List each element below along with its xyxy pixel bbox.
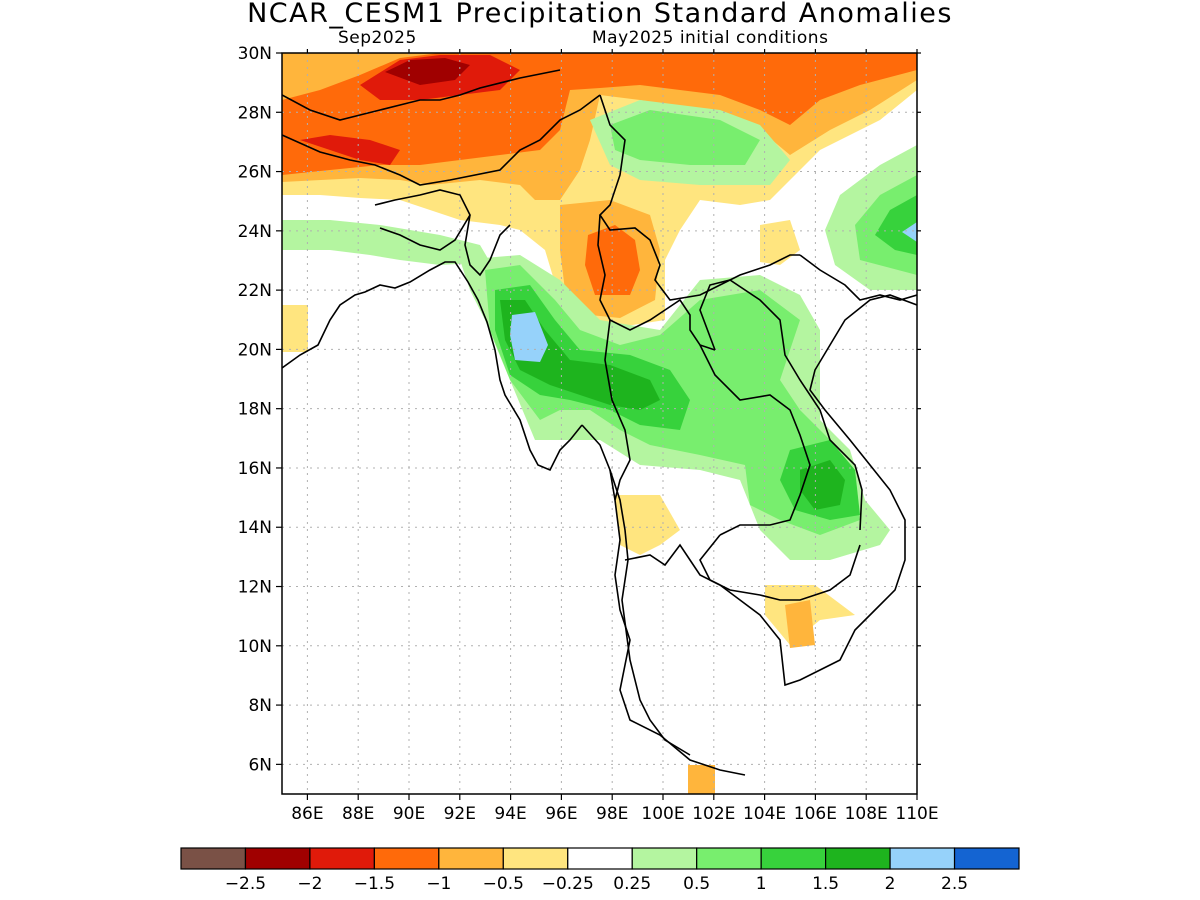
wet-field-far-east-core <box>875 195 917 255</box>
colorbar-label: −1 <box>426 874 451 894</box>
colorbar-swatch <box>373 847 440 870</box>
lat-tick-label: 30N <box>238 44 272 64</box>
colorbar-swatch <box>953 847 1020 870</box>
lon-tick-label: 104E <box>743 804 786 824</box>
border-laos-vietnam <box>699 279 863 531</box>
lon-tick-label: 94E <box>494 804 526 824</box>
wet-field-peak <box>510 312 548 362</box>
forecast-month: Sep2025 <box>338 28 417 48</box>
border-cambodia <box>699 534 861 601</box>
colorbar-label: 2.5 <box>941 874 968 894</box>
lon-tick-label: 98E <box>596 804 628 824</box>
dry-field-severe <box>300 135 400 165</box>
colorbar-swatch <box>631 847 698 870</box>
lat-tick-label: 14N <box>238 518 272 538</box>
colorbar-swatch <box>309 847 375 870</box>
lat-tick-label: 28N <box>238 103 272 123</box>
wet-field-far-east-peak <box>902 222 917 242</box>
dry-patch-west <box>282 305 308 352</box>
colorbar-label: 1 <box>756 874 767 894</box>
lat-axis: 30N 28N 26N 24N 22N 20N 18N 16N 14N 12N 10N 8N 6N <box>238 44 921 775</box>
border-myanmar-thailand <box>597 214 716 351</box>
lon-tick-label: 106E <box>794 804 837 824</box>
colorbar-swatch <box>567 847 633 870</box>
lat-tick-label: 6N <box>248 755 272 775</box>
border-laos-thailand <box>699 344 811 536</box>
lat-tick-label: 18N <box>238 400 272 420</box>
colorbar-swatch <box>889 847 956 870</box>
colorbar-swatch <box>502 847 569 870</box>
colorbar-swatch <box>180 847 247 870</box>
border-thailand-west <box>604 319 631 501</box>
dry-patch-south-b-core <box>785 600 815 648</box>
colorbar: −2.5 −2 −1.5 −1 −0.5 −0.25 0.25 0.5 1 1.5 2 2.5 <box>180 847 1020 894</box>
colorbar-label: −1.5 <box>354 874 395 894</box>
lat-tick-label: 10N <box>238 637 272 657</box>
colorbar-swatch <box>696 847 762 870</box>
colorbar-label: 0.5 <box>683 874 710 894</box>
coastline-thailand-inner <box>624 294 917 687</box>
lon-tick-label: 108E <box>845 804 888 824</box>
colorbar-swatch <box>760 847 827 870</box>
lat-tick-label: 26N <box>238 163 272 183</box>
coastline-china-south <box>799 254 917 301</box>
wet-field-west <box>282 220 490 265</box>
dry-patch-south-a <box>615 495 680 555</box>
coastline-peninsula <box>609 469 691 756</box>
colorbar-label: −0.25 <box>542 874 594 894</box>
lon-tick-label: 88E <box>342 804 374 824</box>
wet-field-northeast-inner <box>610 110 760 165</box>
colorbar-label: 1.5 <box>812 874 839 894</box>
map-title: NCAR_CESM1 Precipitation Standard Anomal… <box>247 0 953 29</box>
lat-tick-label: 8N <box>248 696 272 716</box>
border-bangladesh <box>374 189 471 251</box>
dry-patch-east <box>760 220 800 265</box>
anomaly-fields <box>282 53 917 794</box>
lon-tick-label: 86E <box>291 804 323 824</box>
lat-tick-label: 24N <box>238 222 272 242</box>
wet-field-north-hill <box>555 415 585 440</box>
coastlines-and-borders <box>282 69 917 776</box>
wet-field-main-core-south <box>800 460 845 510</box>
lat-tick-label: 12N <box>238 578 272 598</box>
border-myanmar-west <box>464 214 511 277</box>
dry-field-extreme <box>385 58 470 85</box>
colorbar-label: 0.25 <box>613 874 651 894</box>
dry-patch-far-south <box>688 765 715 794</box>
map-frame <box>281 52 918 795</box>
colorbar-swatch <box>438 847 504 870</box>
lon-tick-label: 96E <box>545 804 577 824</box>
initial-conditions: May2025 initial conditions <box>592 28 829 48</box>
lon-tick-label: 92E <box>444 804 476 824</box>
lat-tick-label: 16N <box>238 459 272 479</box>
colorbar-label: −0.5 <box>483 874 524 894</box>
lon-tick-label: 102E <box>692 804 735 824</box>
lon-tick-label: 100E <box>641 804 684 824</box>
lon-tick-label: 90E <box>393 804 425 824</box>
colorbar-label: −2 <box>297 874 322 894</box>
coastline-india-bangladesh <box>282 261 583 472</box>
border-nepal-bhutan <box>282 69 561 121</box>
lon-axis: 86E 88E 90E 92E 94E 96E 98E 100E 102E 104E 106E 108… <box>291 49 939 824</box>
lon-tick-label: 110E <box>895 804 938 824</box>
colorbar-swatch <box>244 847 311 870</box>
border-northeast-india <box>282 94 601 186</box>
border-china-myanmar <box>598 94 800 301</box>
lat-tick-label: 22N <box>238 281 272 301</box>
colorbar-label: −2.5 <box>225 874 266 894</box>
lat-tick-label: 20N <box>238 340 272 360</box>
colorbar-label: 2 <box>885 874 896 894</box>
colorbar-swatch <box>825 847 891 870</box>
